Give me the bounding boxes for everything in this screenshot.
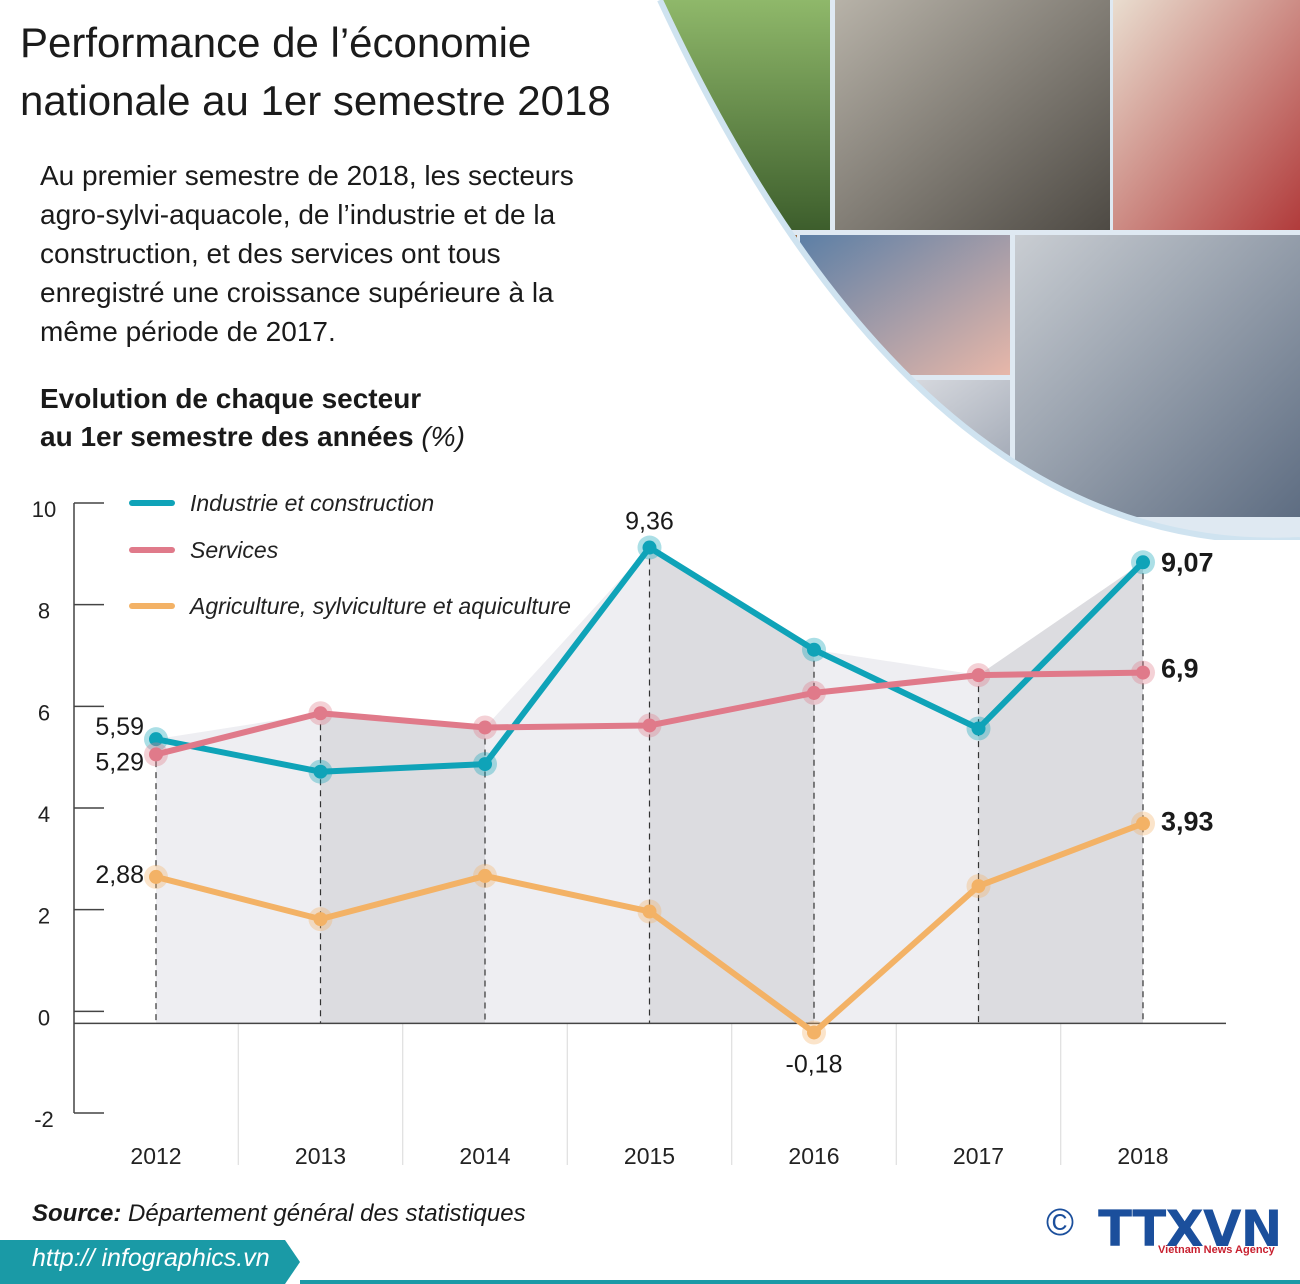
title-line-2: nationale au 1er semestre 2018 — [20, 77, 611, 124]
legend-label-services: Services — [190, 537, 279, 563]
chart-subtitle: Evolution de chaque secteur au 1er semes… — [40, 380, 465, 456]
footer-url-link[interactable]: http:// infographics.vn — [32, 1244, 270, 1272]
data-point-industrie — [313, 764, 328, 779]
data-point-services — [149, 747, 163, 762]
chart-axes: 10 8 6 4 2 0 -2 2012 2013 2014 2015 2016 2017 2018 — [32, 497, 1226, 1169]
y-tick-label: -2 — [34, 1107, 54, 1132]
chart-subtitle-line-1: Evolution de chaque secteur — [40, 383, 422, 414]
source-note: Source: Département général des statisti… — [32, 1200, 526, 1228]
year-band — [649, 547, 814, 1024]
data-point-services — [807, 685, 821, 700]
x-tick-label: 2014 — [459, 1143, 510, 1169]
line-chart: 10 8 6 4 2 0 -2 2012 2013 2014 2015 2016 2017 2018 5,… — [32, 490, 1226, 1169]
data-point-agriculture — [971, 879, 986, 894]
x-tick-label: 2015 — [624, 1143, 675, 1169]
y-tick-label: 6 — [38, 700, 50, 725]
chart-subtitle-line-2: au 1er semestre des années — [40, 421, 414, 452]
data-point-industrie — [478, 757, 492, 772]
data-label: -0,18 — [786, 1050, 843, 1078]
x-tick-label: 2016 — [788, 1143, 839, 1169]
data-point-services — [971, 668, 986, 683]
chart-series — [144, 535, 1155, 1045]
x-tick-label: 2013 — [295, 1143, 346, 1169]
data-label: 5,29 — [95, 748, 144, 776]
data-label: 6,9 — [1161, 654, 1199, 684]
legend-label-agriculture: Agriculture, sylviculture et aquiculture — [188, 593, 571, 619]
year-band — [978, 562, 1143, 1024]
data-label: 9,36 — [625, 508, 674, 536]
source-label: Source: — [32, 1200, 122, 1227]
chart-labels: 5,59 5,29 2,88 9,36 -0,18 9,07 6,9 3,93 — [95, 508, 1213, 1079]
x-tick-label: 2017 — [953, 1143, 1004, 1169]
data-point-agriculture — [149, 869, 163, 884]
year-band — [814, 649, 979, 1024]
year-band — [156, 713, 321, 1024]
data-point-industrie — [149, 732, 163, 747]
chart-unit: (%) — [421, 421, 465, 452]
logo-brand: TTXVN — [1098, 1200, 1282, 1258]
source-text: Département général des statistiques — [121, 1200, 526, 1227]
data-point-services — [1136, 665, 1150, 680]
data-label: 9,07 — [1161, 547, 1214, 577]
y-tick-label: 2 — [38, 904, 50, 929]
data-label: 5,59 — [95, 713, 144, 741]
data-point-services — [313, 706, 328, 721]
legend-label-industrie: Industrie et construction — [190, 490, 434, 516]
data-point-industrie — [1136, 555, 1150, 570]
data-point-services — [478, 720, 492, 735]
y-tick-label: 0 — [38, 1005, 50, 1030]
chart-legend: Industrie et construction Services Agricul… — [129, 490, 571, 619]
title-line-1: Performance de l’économie — [20, 19, 532, 66]
year-band — [320, 713, 485, 1024]
data-point-industrie — [807, 642, 821, 657]
data-point-agriculture — [478, 868, 492, 883]
y-tick-label: 10 — [32, 497, 56, 522]
ttxvn-logo: © TTXVN Vietnam News Agency — [1046, 1200, 1282, 1260]
y-tick-label: 4 — [38, 802, 50, 827]
x-tick-label: 2018 — [1117, 1143, 1168, 1169]
data-point-agriculture — [313, 912, 328, 927]
intro-text: Au premier semestre de 2018, les secteur… — [40, 160, 574, 347]
footer-bar — [0, 1240, 1300, 1284]
data-label: 2,88 — [95, 861, 144, 889]
photo-collage — [657, 0, 1300, 540]
data-point-agriculture — [807, 1025, 821, 1040]
data-label: 3,93 — [1161, 807, 1214, 837]
data-point-industrie — [971, 721, 986, 736]
data-point-services — [642, 718, 657, 733]
data-point-agriculture — [642, 904, 657, 919]
copyright-icon: © — [1046, 1202, 1074, 1244]
x-tick-label: 2012 — [130, 1143, 181, 1169]
y-tick-label: 8 — [38, 599, 50, 624]
logo-tagline: Vietnam News Agency — [1158, 1244, 1275, 1256]
data-point-agriculture — [1136, 816, 1150, 831]
data-point-industrie — [642, 540, 657, 555]
page-title: Performance de l’économie nationale au 1… — [20, 14, 660, 130]
